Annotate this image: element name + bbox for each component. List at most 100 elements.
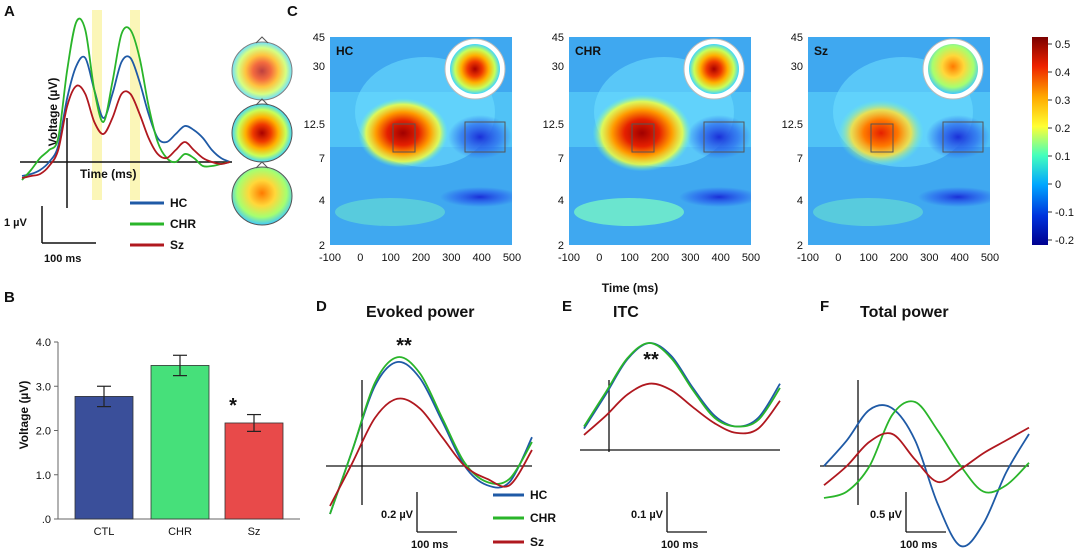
c-xtick-label: 300 (681, 252, 699, 264)
c-heatmap-chr: CHR 45 30 12.5 7 4 2-100 0 100 200 300 400 500 (543, 32, 761, 264)
c-xtick-label: 100 (620, 252, 638, 264)
b-bar-chr (150, 365, 210, 520)
shaded-window-2 (130, 10, 140, 200)
c-xtick-label: 200 (412, 252, 430, 264)
c-low-band (574, 198, 684, 226)
c-xtick-label: -100 (319, 252, 341, 264)
c-colorbar-ticks: 0.5 0.4 0.3 0.2 0.1 0 -0.1 -0.2 (1048, 39, 1074, 247)
def-legend-chr: CHR (530, 511, 556, 525)
d-title: Evoked power (366, 304, 474, 321)
c-colorbar (1032, 37, 1048, 245)
c-alpha-blob (592, 94, 692, 172)
c-xtick-label: 500 (981, 252, 999, 264)
c-ytick-label: 30 (791, 61, 803, 73)
f-chart-line-hc (823, 404, 1030, 548)
b-bar-ctl (74, 396, 134, 520)
a-legend-chr: CHR (170, 217, 196, 231)
c-cb-label: 0.5 (1055, 39, 1070, 51)
c-alpha-blob (838, 99, 924, 167)
b-bar-chart: .0 1.0 2.0 3.0 4.0 CTL CHR Sz (36, 337, 300, 538)
b-significance: * (229, 395, 237, 417)
c-xtick-label: -100 (797, 252, 819, 264)
c-ytick-label: 12.5 (782, 119, 803, 131)
c-ytick-label: 12.5 (304, 119, 325, 131)
d-chart-line-hc (329, 361, 533, 515)
c-ytick-label: 2 (558, 240, 564, 252)
e-chart-line-chr (583, 342, 781, 428)
c-cool-region (926, 115, 990, 159)
c-xtick-label: 0 (357, 252, 363, 264)
c-cb-label: 0.2 (1055, 123, 1070, 135)
c-cool-region (448, 115, 512, 159)
scalp-map-sz (231, 161, 293, 226)
d-chart-scale-x-label: 100 ms (411, 539, 448, 551)
c-xtick-label: 300 (920, 252, 938, 264)
scalp-map-hc (231, 36, 293, 101)
c-xtick-label: 400 (950, 252, 968, 264)
a-legend: HC CHR Sz (130, 196, 196, 252)
c-xtick-label: 400 (711, 252, 729, 264)
c-group-label: Sz (814, 44, 828, 58)
c-ytick-label: 30 (552, 61, 564, 73)
c-xtick-label: 0 (835, 252, 841, 264)
def-legend-sz: Sz (530, 535, 544, 549)
c-cb-label: -0.2 (1055, 235, 1074, 247)
c-xtick-label: 100 (381, 252, 399, 264)
d-chart-line-sz (329, 397, 533, 507)
c-heatmap-body (808, 37, 990, 245)
e-chart-line-sz (583, 382, 781, 436)
panel-label-b: B (4, 289, 15, 306)
d-significance: ** (396, 335, 412, 357)
a-legend-sz: Sz (170, 238, 184, 252)
c-ytick-label: 7 (558, 153, 564, 165)
panel-label-d: D (316, 298, 327, 315)
a-xlabel: Time (ms) (80, 167, 136, 181)
panel-label-e: E (562, 298, 572, 315)
c-group-label: CHR (575, 44, 601, 58)
d-chart: 0.2 µV 100 ms (326, 356, 533, 551)
d-chart-scale-y-label: 0.2 µV (381, 509, 414, 521)
a-scale-y-label: 1 µV (4, 217, 28, 229)
c-xtick-label: 400 (472, 252, 490, 264)
c-ytick-label: 45 (313, 32, 325, 44)
c-roi-box-early (870, 123, 894, 153)
c-head-map (450, 44, 500, 94)
e-significance: ** (643, 349, 659, 371)
c-roi-box-late (703, 121, 745, 153)
c-xtick-label: 200 (890, 252, 908, 264)
c-cb-label: 0 (1055, 179, 1061, 191)
f-chart-line-sz (823, 426, 1030, 486)
a-line-sz (21, 84, 231, 179)
a-series-lines (21, 17, 231, 181)
b-ytick-label: 2.0 (36, 426, 51, 438)
c-head-map (928, 44, 978, 94)
b-ytick-label: .0 (42, 514, 51, 526)
c-roi-box-late (464, 121, 506, 153)
e-chart: 0.1 µV 100 ms (580, 342, 781, 551)
c-heatmap-hc: HC 45 30 12.5 7 4 2-100 0 100 200 300 400 500 (304, 32, 522, 264)
c-cb-label: 0.4 (1055, 67, 1070, 79)
a-line-hc (21, 55, 231, 177)
f-chart-scale-x-label: 100 ms (900, 539, 937, 551)
c-roi-box-late (942, 121, 984, 153)
b-xtick-label: CTL (94, 526, 115, 538)
c-head-map (689, 44, 739, 94)
e-chart-scale-x-label: 100 ms (661, 539, 698, 551)
b-ytick-label: 4.0 (36, 337, 51, 349)
a-line-chr (21, 17, 231, 181)
c-ytick-label: 4 (797, 195, 803, 207)
a-scale-x-label: 100 ms (44, 253, 81, 265)
def-legend-hc: HC (530, 488, 548, 502)
c-cool-region (687, 115, 751, 159)
c-cool-region-low (918, 187, 990, 207)
c-xtick-label: 100 (859, 252, 877, 264)
c-cool-region-low (440, 187, 512, 207)
f-chart-line-chr (823, 400, 1030, 499)
c-xlabel: Time (ms) (602, 281, 658, 295)
c-alpha-blob (357, 98, 449, 168)
b-ytick-label: 3.0 (36, 381, 51, 393)
c-roi-box-early (631, 123, 655, 153)
c-heatmap-sz: Sz 45 30 12.5 7 4 2-100 0 100 200 300 400 500 (782, 32, 1000, 264)
